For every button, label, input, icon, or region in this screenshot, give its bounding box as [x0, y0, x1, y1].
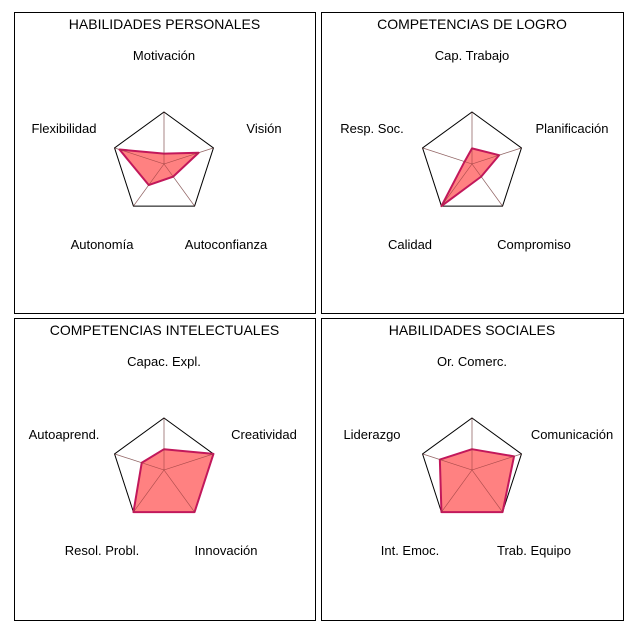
axis-label-comunicacion: Comunicación — [531, 427, 613, 442]
spoke-overlay — [163, 163, 195, 207]
radar-data-polygon — [440, 147, 501, 208]
spoke-overlay — [114, 147, 165, 165]
spoke-overlay — [471, 453, 522, 471]
radar-outer-pentagon — [421, 111, 523, 207]
axis-label-resol-probl: Resol. Probl. — [65, 543, 139, 558]
panel-title: HABILIDADES SOCIALES — [389, 322, 556, 338]
axis-label-compromiso: Compromiso — [497, 237, 571, 252]
radar-outer-pentagon — [113, 111, 215, 207]
axis-label-autonomia: Autonomía — [71, 237, 135, 252]
axis-label-flexibilidad: Flexibilidad — [31, 121, 96, 136]
axis-label-calidad: Calidad — [388, 237, 432, 252]
panel-title: HABILIDADES PERSONALES — [69, 16, 260, 32]
axis-label-planificacion: Planificación — [536, 121, 609, 136]
radar-panel-habilidades-sociales: HABILIDADES SOCIALES Or. Comerc. Comunicac… — [321, 318, 624, 621]
radar-panel-competencias-de-logro: COMPETENCIAS DE LOGRO Cap. Trabajo Planifi… — [321, 12, 624, 314]
radar-panel-competencias-intelectuales: COMPETENCIAS INTELECTUALES Capac. Expl. Cr… — [14, 318, 316, 621]
radar-data-polygon — [118, 148, 200, 187]
radar-data-polygon — [438, 448, 516, 514]
spoke-overlay — [471, 147, 522, 165]
spoke-overlay — [471, 469, 503, 513]
spoke-overlay — [422, 453, 473, 471]
axis-label-creatividad: Creatividad — [231, 427, 297, 442]
axis-label-or-comerc: Or. Comerc. — [437, 354, 507, 369]
spoke-overlay — [471, 163, 503, 207]
panel-title: COMPETENCIAS DE LOGRO — [377, 16, 567, 32]
radar-data-polygon — [132, 448, 215, 514]
axis-label-innovacion: Innovación — [195, 543, 258, 558]
spoke-overlay — [163, 147, 214, 165]
axis-label-autoconfianza: Autoconfianza — [185, 237, 268, 252]
axis-label-resp-soc: Resp. Soc. — [340, 121, 404, 136]
axis-label-capac-expl: Capac. Expl. — [127, 354, 201, 369]
spoke-overlay — [114, 453, 165, 471]
axis-label-motivacion: Motivación — [133, 48, 195, 63]
spoke-overlay — [441, 163, 473, 207]
spoke-overlay — [163, 469, 195, 513]
spoke-overlay — [133, 163, 165, 207]
axis-label-vision: Visión — [246, 121, 281, 136]
axis-label-autoaprend: Autoaprend. — [29, 427, 100, 442]
axis-label-liderazgo: Liderazgo — [343, 427, 400, 442]
spoke-overlay — [441, 469, 473, 513]
spoke-overlay — [163, 453, 214, 471]
panel-title: COMPETENCIAS INTELECTUALES — [50, 322, 280, 338]
radar-panel-habilidades-personales: HABILIDADES PERSONALES Motivación Visión Au… — [14, 12, 316, 314]
axis-label-cap-trabajo: Cap. Trabajo — [435, 48, 509, 63]
spoke-overlay — [133, 469, 165, 513]
axis-label-trab-equipo: Trab. Equipo — [497, 543, 571, 558]
axis-label-int-emoc: Int. Emoc. — [381, 543, 440, 558]
spoke-overlay — [422, 147, 473, 165]
